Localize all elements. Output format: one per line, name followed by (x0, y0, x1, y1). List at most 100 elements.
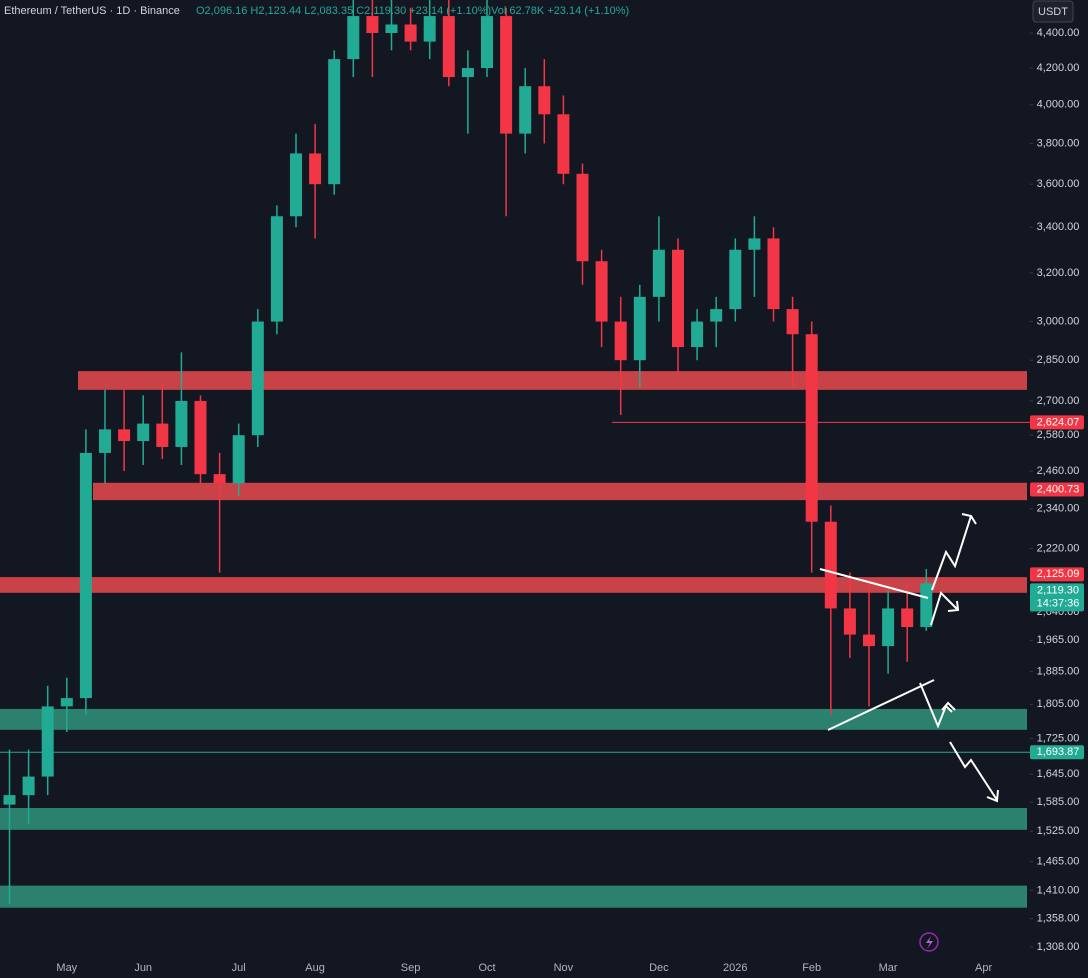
price-tag-label: 2,119.30 (1037, 584, 1079, 596)
zone (0, 708, 1027, 730)
candle-body (538, 86, 551, 115)
y-tick-label: 2,700.00 (1037, 395, 1080, 407)
trend-line (827, 679, 935, 731)
candle-body (614, 321, 627, 361)
y-tick-label: 4,000.00 (1037, 99, 1080, 111)
price-tag-label: 2,624.07 (1037, 416, 1080, 428)
candle-body (328, 59, 341, 185)
price-tag-label: 2,400.73 (1037, 483, 1080, 495)
y-tick-label: 2,220.00 (1037, 542, 1080, 554)
x-tick-label: Jul (232, 962, 246, 974)
candle-body (251, 321, 264, 436)
currency-box[interactable] (1032, 0, 1074, 23)
y-tick-label: 2,340.00 (1037, 503, 1080, 515)
candle-body (156, 423, 169, 447)
y-tick-label: 1,525.00 (1037, 825, 1080, 837)
candle-body (710, 309, 723, 322)
alert-icon-glyph (926, 936, 933, 949)
price-tag (1030, 583, 1084, 612)
y-tick-label: 2,850.00 (1037, 354, 1080, 366)
candle-body (366, 16, 379, 33)
y-tick-label: 4,400.00 (1037, 27, 1080, 39)
candle-body (519, 86, 532, 134)
annotations (819, 513, 999, 803)
candle-body (404, 24, 417, 42)
price-tag (1030, 567, 1084, 582)
candle-body (901, 608, 914, 628)
candle-body (786, 309, 799, 335)
y-tick-label: 4,200.00 (1037, 62, 1080, 74)
candle-body (290, 153, 302, 217)
x-tick-label: 2026 (723, 962, 747, 974)
candle-body (500, 16, 513, 134)
candle-body (99, 429, 111, 453)
price-tag (1030, 415, 1084, 430)
x-tick-label: Oct (478, 962, 495, 974)
candle-body (3, 795, 16, 805)
candle-body (824, 521, 837, 609)
candle-body (118, 429, 131, 442)
arrow-down (930, 591, 959, 626)
candle-body (60, 698, 73, 707)
y-tick-label: 3,800.00 (1037, 137, 1080, 149)
y-tick-label: 2,580.00 (1037, 429, 1080, 441)
candle-body (748, 238, 761, 250)
arrow-head (961, 513, 977, 525)
alert-icon[interactable] (919, 932, 939, 952)
y-tick-label: 1,308.00 (1037, 941, 1080, 953)
x-tick-label: Dec (649, 962, 669, 974)
y-tick-label: 1,885.00 (1037, 666, 1080, 678)
symbol: Ethereum / TetherUS · 1D · Binance (4, 5, 180, 17)
candle-body (920, 583, 933, 628)
candle-body (347, 16, 360, 60)
arrow-drop (949, 741, 998, 801)
candle-body (22, 776, 35, 796)
candle-body (633, 296, 646, 361)
y-tick-label: 1,465.00 (1037, 855, 1080, 867)
candle-body (652, 249, 665, 297)
candle-body (175, 400, 188, 447)
arrow-up (931, 515, 972, 591)
zone (0, 807, 1027, 830)
candle-body (767, 238, 780, 310)
candle-body (442, 16, 455, 78)
y-tick-label: 3,400.00 (1037, 221, 1080, 233)
y-tick-label: 1,358.00 (1037, 913, 1080, 925)
candle-body (423, 16, 436, 42)
y-tick-label: 1,805.00 (1037, 698, 1080, 710)
zone (0, 577, 1027, 593)
arrow-head (947, 600, 960, 612)
zone (93, 482, 1027, 501)
y-tick-label: 3,600.00 (1037, 178, 1080, 190)
candle-body (232, 435, 245, 484)
countdown: 14:37:36 (1037, 597, 1080, 609)
candle-body (805, 334, 818, 522)
y-tick-label: 3,200.00 (1037, 267, 1080, 279)
candle-body (309, 153, 322, 185)
x-tick-label: Mar (879, 962, 898, 974)
candle-body (576, 173, 589, 262)
currency[interactable]: USDT (1038, 6, 1068, 18)
y-tick-label: 1,645.00 (1037, 768, 1080, 780)
volume-info: Vol 62.78K +23.14 (+1.10%) (491, 5, 629, 17)
x-tick-label: Apr (975, 962, 992, 974)
x-tick-label: Sep (401, 962, 421, 974)
price-tag (1030, 482, 1084, 497)
x-tick-label: May (56, 962, 77, 974)
y-tick-label: 1,725.00 (1037, 732, 1080, 744)
price-tag-label: 1,693.87 (1037, 746, 1080, 758)
candle-body (385, 24, 398, 33)
y-tick-label: 3,000.00 (1037, 315, 1080, 327)
candle-body (595, 261, 608, 322)
zone (0, 885, 1027, 908)
candle-body (461, 68, 474, 78)
candle-body (194, 400, 207, 475)
candle-body (729, 249, 742, 310)
y-tick-label: 1,410.00 (1037, 884, 1080, 896)
candle-body (672, 249, 684, 348)
x-tick-label: Aug (305, 962, 325, 974)
candle-body (843, 608, 856, 635)
y-tick-label: 1,585.00 (1037, 796, 1080, 808)
